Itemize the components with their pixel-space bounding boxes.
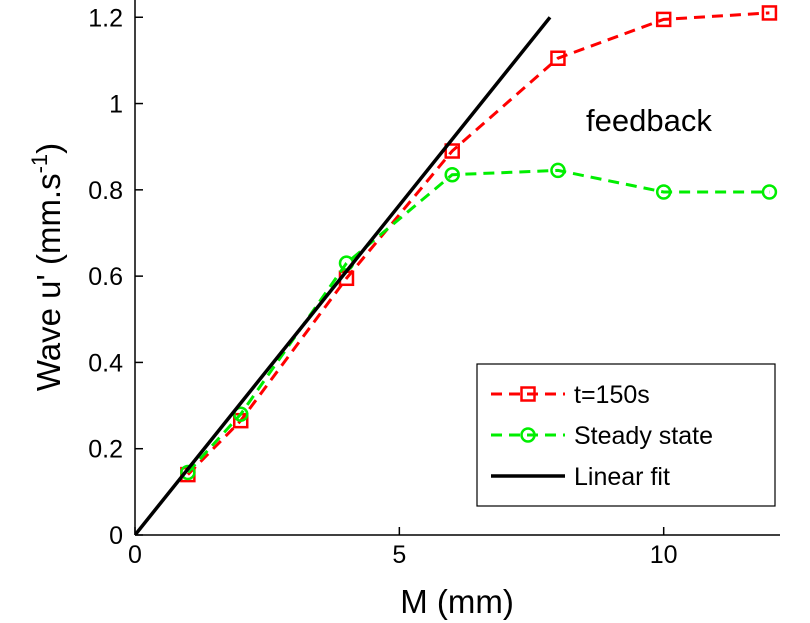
x-tick-label: 0 xyxy=(128,541,142,569)
legend-swatch-marker xyxy=(520,427,536,443)
series-1-point xyxy=(444,166,460,183)
x-axis-title: M (mm) xyxy=(400,583,514,620)
legend: t=150s Steady state Linear fit xyxy=(476,363,776,507)
series-1-point xyxy=(655,184,672,200)
series-1-point xyxy=(180,464,196,481)
y-axis-title: Wave u' (mm.s-1) xyxy=(27,143,67,391)
y-tick-label: 0.6 xyxy=(88,263,123,291)
legend-label: t=150s xyxy=(574,381,650,409)
series-line-2 xyxy=(135,16,552,535)
y-axis-title-close: ) xyxy=(30,143,67,154)
x-tick-label: 5 xyxy=(392,541,406,569)
y-tick-label: 0.8 xyxy=(88,177,123,205)
y-tick-label: 0.2 xyxy=(88,436,123,464)
series-0-point xyxy=(655,11,672,28)
annotation-feedback: feedback xyxy=(586,103,712,138)
legend-label: Steady state xyxy=(574,422,713,450)
series-0-point xyxy=(550,50,566,66)
legend-label: Linear fit xyxy=(574,463,670,491)
series-line-1 xyxy=(186,168,770,474)
series-1-point xyxy=(232,406,249,422)
y-tick-label: 0 xyxy=(109,522,123,550)
y-axis-title-sup: -1 xyxy=(27,154,52,174)
y-tick-label: 1.2 xyxy=(88,4,123,32)
y-tick-label: 1 xyxy=(109,91,123,119)
axes-layer: 0 5 10 0 0.2 0.4 0.6 0.8 1 1.2 xyxy=(88,0,780,569)
y-tick-label: 0.4 xyxy=(88,349,123,377)
series-1-point xyxy=(761,184,778,200)
x-tick-label: 10 xyxy=(650,541,678,569)
y-axis-title-main: Wave u' (mm.s xyxy=(30,173,67,391)
series-layer xyxy=(135,5,778,535)
series-1-point xyxy=(550,162,566,179)
legend-swatch-marker xyxy=(520,386,536,402)
series-0-point xyxy=(444,143,460,159)
series-0-point xyxy=(761,5,778,21)
